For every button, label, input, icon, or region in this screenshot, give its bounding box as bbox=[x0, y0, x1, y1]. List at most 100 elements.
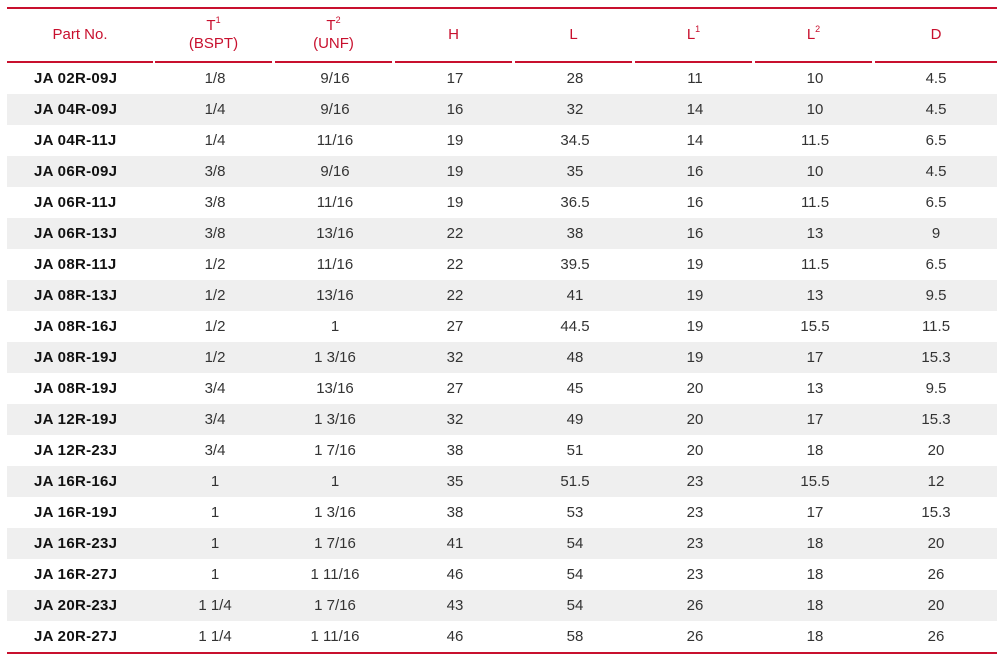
cell-d: 6.5 bbox=[925, 194, 947, 211]
cell-l1: 14 bbox=[686, 101, 704, 118]
cell-t1: 3/4 bbox=[204, 442, 226, 459]
cell-part-no: JA 16R-27J bbox=[34, 566, 118, 583]
cell-l2: 11.5 bbox=[800, 194, 830, 211]
cell-t2: 11/16 bbox=[316, 194, 354, 211]
cell-t2: 11/16 bbox=[316, 256, 354, 273]
cell-part-no: JA 16R-23J bbox=[34, 535, 118, 552]
cell-t1: 1 1/4 bbox=[198, 597, 232, 614]
header-t2-unit: (UNF) bbox=[313, 35, 354, 52]
cell-t2: 9/16 bbox=[320, 70, 350, 87]
cell-l2: 17 bbox=[806, 504, 824, 521]
cell-l2: 17 bbox=[806, 411, 824, 428]
header-part-no-label: Part No. bbox=[52, 26, 108, 43]
cell-h: 43 bbox=[446, 597, 464, 614]
cell-t2: 13/16 bbox=[316, 225, 354, 242]
cell-l: 54 bbox=[566, 535, 584, 552]
cell-l1: 26 bbox=[686, 597, 704, 614]
cell-l2: 18 bbox=[806, 535, 824, 552]
cell-part-no: JA 02R-09J bbox=[34, 70, 118, 87]
cell-l: 34.5 bbox=[560, 132, 590, 149]
cell-part-no: JA 04R-11J bbox=[34, 132, 117, 149]
cell-t1: 3/8 bbox=[204, 225, 226, 242]
header-t2: T2 (UNF) bbox=[275, 9, 392, 61]
cell-t1: 3/4 bbox=[204, 411, 226, 428]
table-row: JA 20R-27J 1 1/4 1 11/16 46 58 26 18 26 bbox=[7, 621, 997, 652]
cell-h: 17 bbox=[446, 70, 464, 87]
table-row: JA 02R-09J 1/8 9/16 17 28 11 10 4.5 bbox=[7, 63, 997, 94]
header-part-no: Part No. bbox=[7, 9, 153, 61]
cell-l2: 11.5 bbox=[800, 256, 830, 273]
header-underline bbox=[515, 61, 632, 63]
header-t1-label: T1 bbox=[206, 15, 221, 35]
cell-t2: 1 7/16 bbox=[314, 535, 356, 552]
table-row: JA 06R-13J 3/8 13/16 22 38 16 13 9 bbox=[7, 218, 997, 249]
table-row: JA 12R-23J 3/4 1 7/16 38 51 20 18 20 bbox=[7, 435, 997, 466]
cell-t2: 11/16 bbox=[316, 132, 354, 149]
cell-t1: 1/4 bbox=[204, 101, 226, 118]
cell-l1: 20 bbox=[686, 442, 704, 459]
table-row: JA 08R-19J 3/4 13/16 27 45 20 13 9.5 bbox=[7, 373, 997, 404]
cell-t1: 1 bbox=[210, 473, 220, 490]
table-row: JA 16R-19J 1 1 3/16 38 53 23 17 15.3 bbox=[7, 497, 997, 528]
cell-l1: 11 bbox=[687, 70, 703, 87]
cell-part-no: JA 08R-11J bbox=[34, 256, 117, 273]
table-row: JA 08R-16J 1/2 1 27 44.5 19 15.5 11.5 bbox=[7, 311, 997, 342]
cell-l1: 20 bbox=[686, 411, 704, 428]
cell-l2: 17 bbox=[806, 349, 824, 366]
cell-l: 32 bbox=[566, 101, 584, 118]
cell-h: 32 bbox=[446, 411, 464, 428]
cell-part-no: JA 08R-16J bbox=[34, 318, 118, 335]
cell-part-no: JA 16R-16J bbox=[34, 473, 118, 490]
cell-l1: 20 bbox=[686, 380, 704, 397]
cell-h: 38 bbox=[446, 504, 464, 521]
cell-part-no: JA 12R-19J bbox=[34, 411, 118, 428]
table-row: JA 08R-13J 1/2 13/16 22 41 19 13 9.5 bbox=[7, 280, 997, 311]
cell-t1: 1/2 bbox=[204, 349, 226, 366]
header-underline bbox=[875, 61, 997, 63]
cell-part-no: JA 08R-13J bbox=[34, 287, 118, 304]
header-d: D bbox=[875, 9, 997, 61]
cell-t2: 1 3/16 bbox=[314, 349, 356, 366]
cell-d: 4.5 bbox=[925, 70, 947, 87]
cell-d: 6.5 bbox=[925, 256, 947, 273]
header-l2: L2 bbox=[755, 9, 872, 61]
cell-d: 9 bbox=[931, 225, 941, 242]
header-l2-label: L2 bbox=[806, 24, 821, 44]
cell-l: 35 bbox=[566, 163, 584, 180]
cell-t2: 1 7/16 bbox=[314, 597, 356, 614]
table-row: JA 20R-23J 1 1/4 1 7/16 43 54 26 18 20 bbox=[7, 590, 997, 621]
cell-part-no: JA 20R-23J bbox=[34, 597, 118, 614]
cell-h: 19 bbox=[446, 132, 464, 149]
cell-t1: 1 bbox=[210, 566, 220, 583]
cell-l: 38 bbox=[566, 225, 584, 242]
cell-t1: 3/8 bbox=[204, 194, 226, 211]
cell-part-no: JA 20R-27J bbox=[34, 628, 118, 645]
header-underline bbox=[395, 61, 512, 63]
cell-part-no: JA 08R-19J bbox=[34, 349, 118, 366]
cell-part-no: JA 06R-13J bbox=[34, 225, 118, 242]
cell-h: 38 bbox=[446, 442, 464, 459]
cell-l: 51 bbox=[566, 442, 584, 459]
cell-l2: 18 bbox=[806, 628, 824, 645]
cell-l: 39.5 bbox=[560, 256, 590, 273]
cell-t2: 1 3/16 bbox=[314, 411, 356, 428]
cell-l1: 26 bbox=[686, 628, 704, 645]
cell-t2: 13/16 bbox=[316, 380, 354, 397]
cell-l1: 16 bbox=[686, 163, 704, 180]
cell-l2: 10 bbox=[806, 101, 824, 118]
table-row: JA 08R-11J 1/2 11/16 22 39.5 19 11.5 6.5 bbox=[7, 249, 997, 280]
cell-t2: 1 11/16 bbox=[310, 566, 360, 583]
cell-d: 4.5 bbox=[925, 101, 947, 118]
table-row: JA 06R-11J 3/8 11/16 19 36.5 16 11.5 6.5 bbox=[7, 187, 997, 218]
cell-l: 58 bbox=[566, 628, 584, 645]
cell-t1: 1 bbox=[210, 535, 220, 552]
cell-d: 26 bbox=[927, 628, 945, 645]
cell-t1: 1/2 bbox=[204, 256, 226, 273]
cell-l1: 14 bbox=[686, 132, 704, 149]
cell-l1: 19 bbox=[686, 349, 704, 366]
header-t2-label: T2 bbox=[326, 15, 341, 35]
cell-t1: 1/4 bbox=[204, 132, 226, 149]
cell-part-no: JA 16R-19J bbox=[34, 504, 118, 521]
cell-l: 54 bbox=[566, 566, 584, 583]
